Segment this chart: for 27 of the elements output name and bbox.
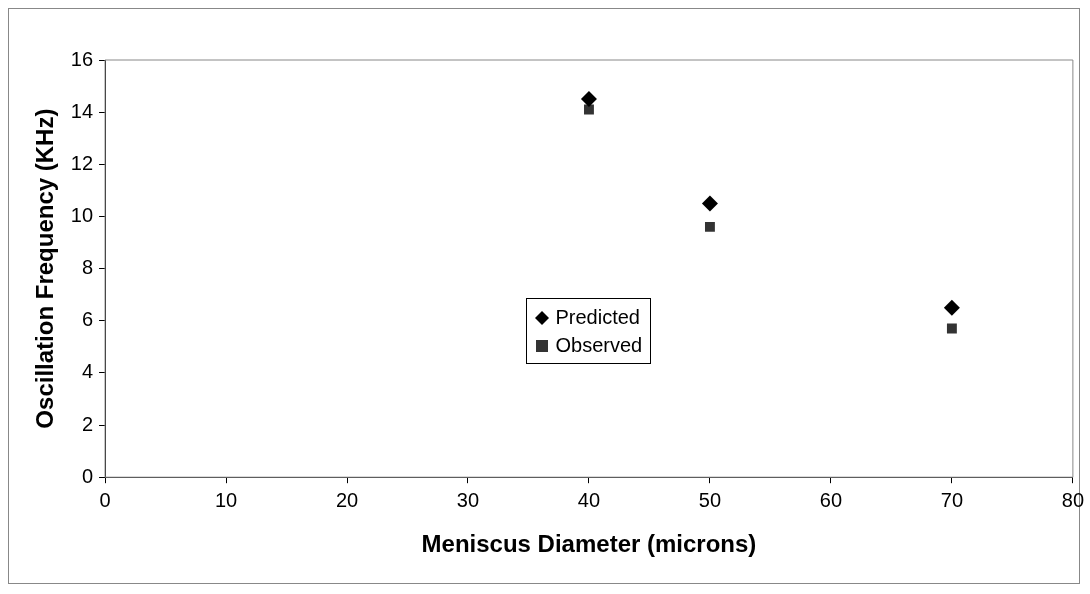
point: [701, 195, 718, 212]
y-tick-label: 0: [81, 464, 94, 487]
legend-label: Predicted: [555, 306, 640, 329]
x-tick-label: 0: [99, 488, 111, 511]
y-tick-label: 4: [81, 360, 94, 383]
x-tick-label: 60: [819, 488, 843, 511]
y-tick-label: 6: [81, 308, 94, 331]
x-axis-title: Meniscus Diameter (microns): [421, 530, 757, 558]
y-tick-label: 8: [81, 256, 94, 279]
point: [946, 323, 957, 334]
y-axis-title: Oscillation Frequency (KHz): [31, 108, 59, 429]
legend-label: Observed: [555, 334, 643, 357]
point: [580, 91, 597, 108]
y-tick-label: 12: [70, 151, 94, 174]
x-tick-label: 70: [940, 488, 964, 511]
point: [704, 221, 715, 232]
point: [943, 299, 960, 316]
y-tick-label: 2: [81, 412, 94, 435]
x-tick-label: 40: [577, 488, 601, 511]
x-tick-label: 80: [1061, 488, 1084, 511]
x-tick-label: 20: [335, 488, 359, 511]
y-tick-label: 16: [70, 47, 94, 70]
x-tick-label: 30: [456, 488, 480, 511]
y-tick-label: 10: [70, 203, 94, 226]
y-tick-label: 14: [70, 99, 94, 122]
x-tick-label: 50: [698, 488, 722, 511]
x-tick-label: 10: [214, 488, 238, 511]
